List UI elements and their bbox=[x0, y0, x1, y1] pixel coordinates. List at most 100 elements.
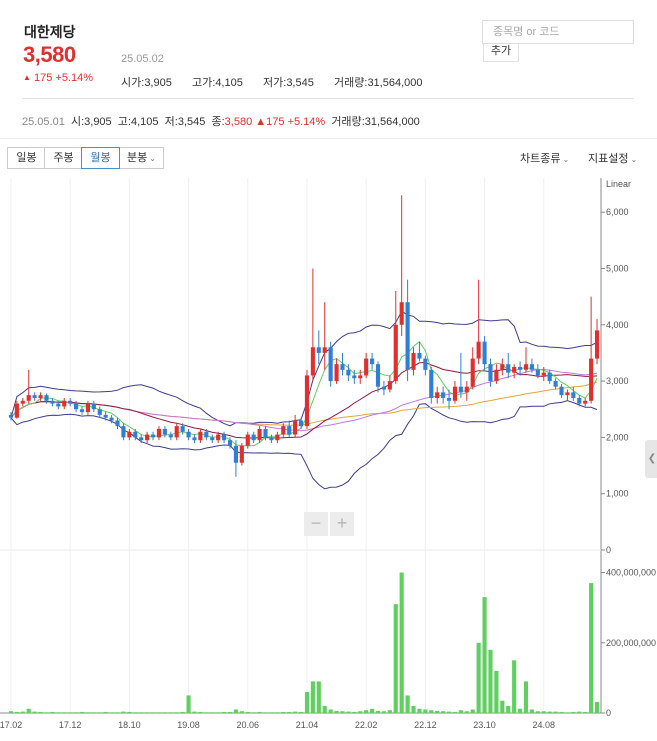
candle-body bbox=[589, 358, 594, 401]
low-label: 저가 bbox=[263, 77, 284, 89]
volume-bar bbox=[233, 709, 238, 713]
candle-body bbox=[198, 431, 203, 441]
candle-body bbox=[180, 426, 185, 432]
volume-bar bbox=[506, 705, 511, 713]
candle-body bbox=[8, 414, 14, 418]
x-tick-label: 17.02 bbox=[0, 720, 22, 730]
ohlc-volume: 31,564,000 bbox=[364, 116, 420, 128]
candle-body bbox=[358, 375, 363, 379]
volume-bar bbox=[8, 711, 14, 713]
zoom-out-button[interactable]: − bbox=[304, 512, 328, 536]
ohlc-up-arrow-icon: ▲ bbox=[255, 116, 267, 128]
x-tick-label: 21.04 bbox=[296, 720, 319, 730]
candle-body bbox=[133, 431, 138, 438]
volume-bar bbox=[523, 681, 529, 713]
volume-bar bbox=[494, 670, 499, 713]
chart-type-menu[interactable]: 차트종류 ⌄ bbox=[520, 150, 569, 166]
volume-bar bbox=[577, 711, 582, 713]
candle-body bbox=[470, 358, 475, 387]
candle-body bbox=[411, 352, 416, 370]
candle-body bbox=[464, 386, 469, 393]
period-tab-monthly[interactable]: 월봉 bbox=[81, 147, 120, 169]
volume-bar bbox=[287, 711, 292, 713]
volume-bar bbox=[44, 712, 49, 713]
candle-body bbox=[97, 409, 102, 415]
volume-bar bbox=[168, 712, 173, 713]
volume-bar bbox=[310, 681, 315, 713]
candle-body bbox=[352, 375, 357, 379]
period-tab-daily[interactable]: 일봉 bbox=[7, 147, 46, 169]
candle-body bbox=[216, 434, 221, 441]
candle-body bbox=[476, 341, 481, 359]
volume-bar bbox=[423, 709, 428, 713]
price-change-value: 175 +5.14% bbox=[33, 72, 94, 84]
candle-body bbox=[482, 341, 487, 365]
volume-bar bbox=[156, 712, 162, 713]
candle-body bbox=[446, 397, 452, 401]
stock-chart[interactable]: Linear 17.02 17.12 18.10 19.08 20.06 21.04 22.0… bbox=[0, 172, 657, 741]
volume-bar bbox=[56, 712, 61, 713]
volume-bar bbox=[512, 660, 517, 713]
add-button[interactable]: 추가 bbox=[483, 44, 519, 62]
candle-body bbox=[239, 445, 244, 463]
volume-bar bbox=[38, 711, 43, 713]
volume-bar bbox=[328, 709, 333, 713]
volume-bar bbox=[594, 701, 600, 713]
volume-bar bbox=[358, 711, 363, 713]
volume-bar bbox=[227, 711, 233, 713]
period-tab-weekly[interactable]: 주봉 bbox=[44, 147, 83, 169]
divider bbox=[22, 98, 634, 99]
candle-body bbox=[500, 364, 505, 370]
candle-body bbox=[512, 367, 517, 373]
volume-bar bbox=[68, 712, 73, 713]
volume-bar bbox=[370, 708, 375, 713]
up-arrow-icon: ▲ bbox=[23, 73, 31, 82]
volume-bar bbox=[352, 711, 357, 713]
candle-body bbox=[62, 400, 67, 407]
candle-body bbox=[50, 400, 55, 404]
indicator-label: 지표설정 bbox=[588, 153, 629, 165]
candle-body bbox=[494, 369, 499, 382]
ohlc-open-label: 시 bbox=[70, 116, 82, 128]
candle-body bbox=[423, 358, 428, 370]
volume-bar bbox=[411, 705, 416, 713]
candle-body bbox=[269, 437, 274, 441]
candle-body bbox=[115, 420, 120, 427]
candle-body bbox=[547, 372, 552, 382]
volume-stat: 거래량:31,564,000 bbox=[334, 77, 423, 89]
volume-bar bbox=[145, 712, 150, 713]
volume-bar bbox=[429, 710, 434, 713]
volume-bar bbox=[133, 712, 138, 713]
volume-bar bbox=[74, 712, 79, 713]
volume-tick-label: 0 bbox=[606, 708, 611, 718]
volume-bar bbox=[216, 712, 221, 713]
indicator-menu[interactable]: 지표설정 ⌄ bbox=[588, 150, 637, 166]
candle-body bbox=[441, 392, 446, 398]
candle-body bbox=[281, 426, 286, 435]
divider bbox=[0, 138, 657, 139]
candle-body bbox=[79, 409, 85, 413]
candle-body bbox=[364, 358, 369, 376]
candle-body bbox=[168, 434, 173, 438]
zoom-in-button[interactable]: + bbox=[330, 512, 354, 536]
candle-body bbox=[293, 420, 298, 435]
price-tick-label: 2,000 bbox=[606, 432, 629, 442]
volume-bar bbox=[482, 597, 487, 713]
candle-body bbox=[304, 375, 310, 427]
volume-bar bbox=[186, 695, 191, 713]
side-panel-toggle[interactable]: ❮ bbox=[645, 440, 657, 478]
volume-bar bbox=[298, 711, 304, 713]
volume-value: 31,564,000 bbox=[367, 77, 423, 89]
candle-body bbox=[375, 364, 381, 387]
candle-body bbox=[346, 369, 351, 376]
volume-bar bbox=[452, 711, 458, 713]
candle-body bbox=[32, 395, 37, 398]
open-stat: 시가:3,905 bbox=[121, 77, 172, 89]
volume-bar bbox=[50, 711, 55, 713]
volume-bar bbox=[364, 710, 369, 713]
bollinger-lower-line bbox=[10, 400, 598, 490]
volume-bar bbox=[535, 711, 540, 713]
search-input[interactable] bbox=[491, 21, 633, 43]
period-tab-minute[interactable]: 분봉 ⌄ bbox=[119, 147, 164, 169]
candle-body bbox=[156, 428, 162, 438]
